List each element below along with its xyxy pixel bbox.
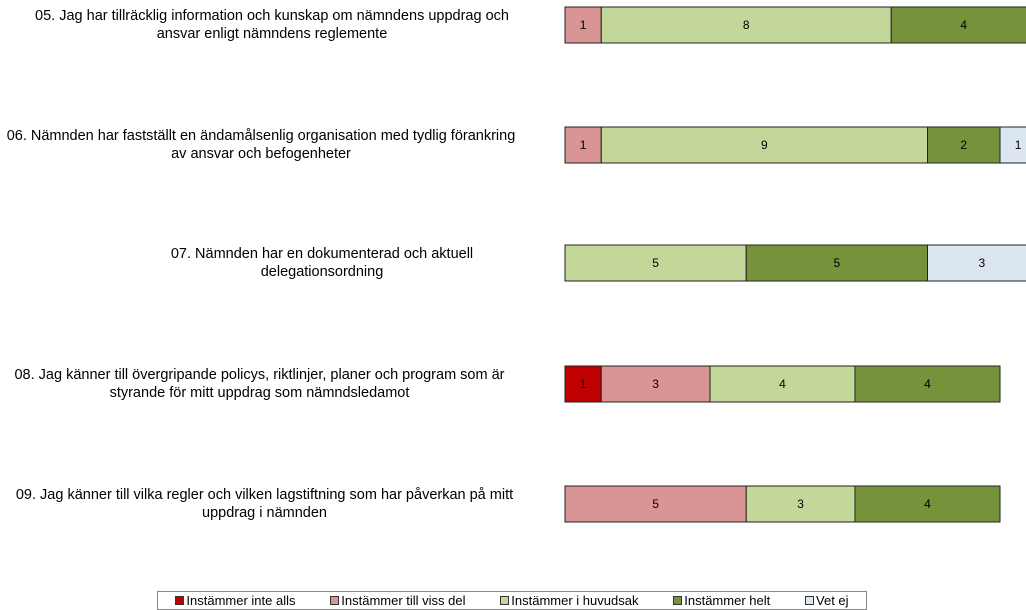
bar-segment [709, 365, 856, 403]
bar-segment [999, 126, 1026, 164]
category-label-wrap: 09. Jag känner till vilka regler och vil… [12, 486, 517, 522]
data-label: 4 [779, 377, 786, 391]
legend-swatch [805, 596, 815, 605]
data-label: 8 [743, 18, 750, 32]
bar-segment [564, 485, 747, 523]
legend-item: Instämmer inte alls [175, 593, 295, 608]
legend-label: Instämmer inte alls [186, 593, 296, 608]
legend-item: Instämmer helt [673, 593, 770, 608]
bar-segment [600, 365, 711, 403]
data-label: 1 [1015, 138, 1022, 152]
bar-segment [564, 6, 602, 44]
data-label: 4 [924, 377, 931, 391]
data-label: 3 [652, 377, 659, 391]
legend-label: Instämmer i huvudsak [511, 593, 639, 608]
data-label: 5 [652, 256, 659, 270]
legend-label: Vet ej [816, 593, 849, 608]
bar-segment [564, 126, 602, 164]
category-label: 08. Jag känner till övergripande policys… [14, 367, 505, 401]
bar-segment [854, 485, 1001, 523]
category-label: 09. Jag känner till vilka regler och vil… [15, 487, 514, 521]
data-label: 2 [960, 138, 967, 152]
legend-item: Instämmer till viss del [330, 593, 466, 608]
legend-label: Instämmer helt [684, 593, 771, 608]
bar-segment [600, 6, 892, 44]
legend-item: Vet ej [805, 593, 849, 608]
category-label: 06. Nämnden har fastställt en ändamålsen… [6, 128, 516, 162]
legend-swatch [673, 596, 683, 605]
bar-segment [564, 244, 747, 282]
data-label: 1 [580, 18, 587, 32]
category-label-wrap: 08. Jag känner till övergripande policys… [2, 366, 517, 402]
legend-label: Instämmer till viss del [341, 593, 466, 608]
legend-swatch [500, 596, 510, 605]
category-label: 05. Jag har tillräcklig information och … [35, 8, 509, 42]
legend-item: Instämmer i huvudsak [500, 593, 638, 608]
bar-segment [927, 126, 1001, 164]
bar-segment [854, 365, 1001, 403]
chart: 1 8 4 1 9 2 1 5 5 3 1 3 4 4 5 3 4 [564, 6, 1026, 523]
legend-swatch [330, 596, 340, 605]
data-label: 1 [580, 138, 587, 152]
category-label-wrap: 05. Jag har tillräcklig information och … [27, 7, 517, 43]
data-label: 5 [652, 497, 659, 511]
legend-swatch [175, 596, 185, 605]
data-label: 4 [960, 18, 967, 32]
data-label: 3 [979, 256, 986, 270]
data-label: 9 [761, 138, 768, 152]
bar-segment [890, 6, 1026, 44]
data-label: 1 [580, 377, 587, 391]
data-label: 5 [834, 256, 841, 270]
bar-segment [745, 244, 928, 282]
data-label: 3 [797, 497, 804, 511]
data-label: 4 [924, 497, 931, 511]
legend: Instämmer inte alls Instämmer till viss d… [157, 591, 867, 610]
category-label: 07. Nämnden har en dokumenterad och aktu… [170, 246, 474, 280]
bar-segment [564, 365, 602, 403]
category-label-wrap: 07. Nämnden har en dokumenterad och aktu… [127, 245, 517, 281]
bar-segment [927, 244, 1026, 282]
category-label-wrap: 06. Nämnden har fastställt en ändamålsen… [5, 127, 517, 163]
